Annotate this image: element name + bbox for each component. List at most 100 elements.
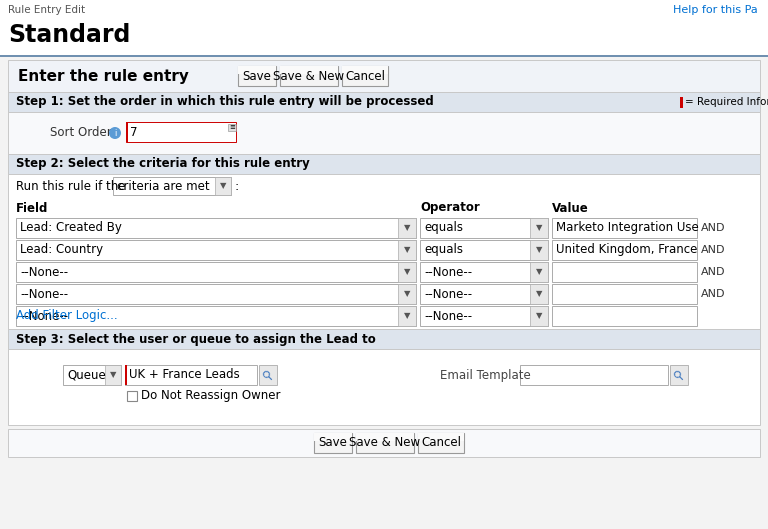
Text: --None--: --None--: [424, 287, 472, 300]
Bar: [398, 306, 416, 326]
Text: AND: AND: [701, 289, 726, 299]
Bar: [127, 391, 137, 401]
Bar: [356, 433, 414, 441]
Bar: [520, 365, 668, 385]
Bar: [125, 365, 127, 385]
Bar: [16, 284, 416, 304]
Text: Email Template: Email Template: [440, 369, 531, 381]
Bar: [552, 284, 697, 304]
Text: Lead: Country: Lead: Country: [20, 243, 103, 257]
Text: United Kingdom, Francе: United Kingdom, Francе: [556, 243, 697, 257]
Bar: [113, 177, 231, 195]
Bar: [670, 365, 688, 385]
Bar: [530, 240, 548, 260]
Bar: [8, 174, 760, 329]
Bar: [125, 365, 257, 385]
Text: AND: AND: [701, 223, 726, 233]
Bar: [418, 433, 464, 453]
Bar: [8, 60, 760, 92]
Bar: [552, 306, 697, 326]
Bar: [530, 306, 548, 326]
Text: UK + France Leads: UK + France Leads: [129, 369, 240, 381]
Text: ▼: ▼: [536, 268, 542, 277]
Text: = Required Informa: = Required Informa: [685, 97, 768, 107]
Bar: [552, 240, 697, 260]
Text: Lead: Created By: Lead: Created By: [20, 222, 122, 234]
Text: 7: 7: [130, 125, 137, 139]
Text: ▼: ▼: [536, 289, 542, 298]
Bar: [552, 218, 697, 238]
Text: Run this rule if the: Run this rule if the: [16, 179, 125, 193]
Bar: [228, 124, 236, 131]
Bar: [8, 349, 760, 425]
Bar: [314, 433, 352, 441]
Text: Step 1: Set the order in which this rule entry will be processed: Step 1: Set the order in which this rule…: [16, 96, 434, 108]
Bar: [0, 55, 768, 57]
Bar: [8, 112, 760, 154]
Bar: [398, 218, 416, 238]
Bar: [314, 433, 352, 453]
Bar: [356, 433, 414, 453]
Bar: [8, 154, 760, 174]
Bar: [280, 66, 338, 74]
Bar: [105, 365, 121, 385]
Text: :: :: [235, 179, 240, 193]
Text: --None--: --None--: [424, 309, 472, 323]
Text: Marketo Integration Use: Marketo Integration Use: [556, 222, 699, 234]
Bar: [8, 92, 760, 112]
Text: Field: Field: [16, 202, 48, 214]
Text: ⚲: ⚲: [671, 367, 687, 383]
Text: equals: equals: [424, 243, 463, 257]
Bar: [680, 97, 683, 108]
Bar: [342, 66, 388, 74]
Bar: [530, 284, 548, 304]
Bar: [420, 218, 548, 238]
Text: Help for this Pa: Help for this Pa: [674, 5, 758, 15]
Bar: [398, 262, 416, 282]
Text: Rule Entry Edit: Rule Entry Edit: [8, 5, 85, 15]
Text: --None--: --None--: [424, 266, 472, 278]
Bar: [342, 66, 388, 86]
Bar: [552, 262, 697, 282]
Bar: [238, 66, 276, 74]
Bar: [398, 240, 416, 260]
Bar: [238, 66, 276, 86]
Text: Cancel: Cancel: [421, 436, 461, 450]
Text: Queue: Queue: [67, 369, 106, 381]
Text: ▼: ▼: [220, 181, 227, 190]
Bar: [215, 177, 231, 195]
Text: Save: Save: [319, 436, 347, 450]
Bar: [280, 66, 338, 86]
Bar: [420, 240, 548, 260]
Bar: [0, 0, 768, 57]
Text: ▼: ▼: [404, 268, 410, 277]
Text: ▼: ▼: [404, 312, 410, 321]
Bar: [126, 122, 128, 142]
Text: Cancel: Cancel: [345, 69, 385, 83]
Bar: [16, 218, 416, 238]
Text: ▼: ▼: [404, 223, 410, 233]
Text: Enter the rule entry: Enter the rule entry: [18, 68, 189, 84]
Bar: [126, 122, 236, 142]
Text: Save & New: Save & New: [273, 69, 345, 83]
Text: ▼: ▼: [404, 289, 410, 298]
Text: ▼: ▼: [536, 312, 542, 321]
Text: ≡: ≡: [229, 124, 235, 131]
Bar: [8, 429, 760, 457]
Bar: [530, 218, 548, 238]
Text: AND: AND: [701, 267, 726, 277]
Text: ▼: ▼: [110, 370, 116, 379]
Text: Operator: Operator: [420, 202, 480, 214]
Text: ⚲: ⚲: [260, 367, 276, 383]
Bar: [8, 329, 760, 349]
Text: criteria are met: criteria are met: [117, 179, 210, 193]
Text: Step 2: Select the criteria for this rule entry: Step 2: Select the criteria for this rul…: [16, 158, 310, 170]
Bar: [16, 262, 416, 282]
Text: ▼: ▼: [536, 223, 542, 233]
Bar: [16, 306, 416, 326]
Bar: [63, 365, 121, 385]
Text: ▼: ▼: [536, 245, 542, 254]
Text: --None--: --None--: [20, 287, 68, 300]
Text: --None--: --None--: [20, 266, 68, 278]
Text: AND: AND: [701, 245, 726, 255]
